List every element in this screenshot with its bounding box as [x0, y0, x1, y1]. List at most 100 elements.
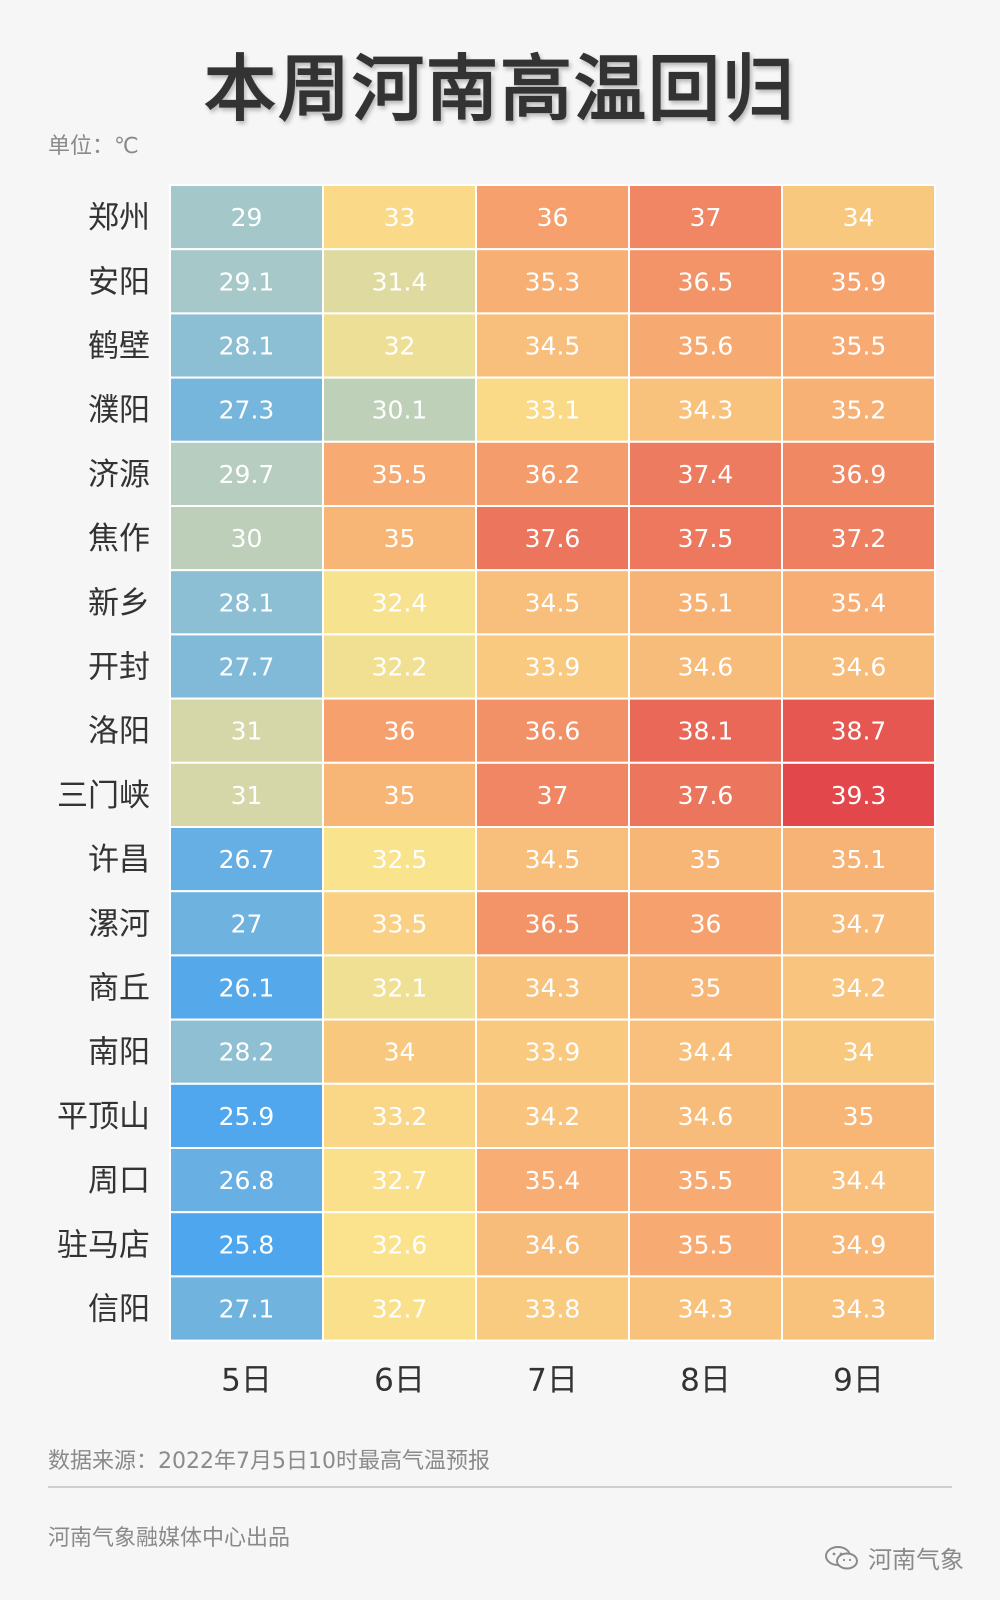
cell-value-label: 35: [690, 974, 722, 1003]
heatmap-cell: [781, 1275, 936, 1342]
cell-value-label: 34.3: [678, 396, 734, 425]
cell-value-label: 38.1: [678, 717, 734, 746]
cell-value-label: 33.5: [372, 909, 428, 938]
cell-value-label: 36.6: [525, 717, 581, 746]
cell-value-label: 33: [384, 203, 416, 232]
column-label: 9日: [833, 1363, 884, 1399]
cell-value-label: 35: [843, 1102, 875, 1131]
heatmap-cell: [169, 890, 324, 957]
cell-value-label: 35.6: [678, 332, 734, 361]
cell-value-label: 30: [231, 524, 263, 553]
heatmap-cell: [628, 440, 783, 507]
cell-value-label: 36.5: [525, 909, 581, 938]
row-label: 周口: [88, 1163, 150, 1199]
heatmap-cell: [169, 312, 324, 379]
wechat-icon: [825, 1545, 858, 1569]
cell-value-label: 34.3: [678, 1295, 734, 1324]
heatmap-cell: [781, 1147, 936, 1214]
cell-value-label: 32.1: [372, 974, 428, 1003]
heatmap-cell: [169, 1018, 324, 1085]
heatmap-cell: [781, 505, 936, 572]
row-label: 驻马店: [57, 1227, 150, 1263]
cell-value-label: 33.1: [525, 396, 581, 425]
cell-value-label: 32: [384, 332, 416, 361]
row-label: 安阳: [88, 264, 150, 300]
column-label: 6日: [374, 1363, 425, 1399]
cell-value-label: 35.1: [678, 588, 734, 617]
cell-value-label: 28.1: [219, 332, 275, 361]
cell-value-label: 34: [843, 203, 875, 232]
row-label: 商丘: [88, 971, 150, 1007]
cell-value-label: 35.1: [831, 845, 887, 874]
cell-value-label: 30.1: [372, 396, 428, 425]
cell-value-label: 31: [231, 717, 263, 746]
heatmap-cell: [322, 1018, 477, 1085]
heatmap-cell: [628, 1211, 783, 1278]
cell-value-label: 26.7: [219, 845, 275, 874]
cell-value-label: 27.3: [219, 396, 275, 425]
heatmap-cell: [169, 376, 324, 443]
cell-value-label: 32.5: [372, 845, 428, 874]
cell-value-label: 25.9: [219, 1102, 275, 1131]
cell-value-label: 34.3: [525, 974, 581, 1003]
data-source-note: 数据来源：2022年7月5日10时最高气温预报: [48, 1449, 490, 1474]
heatmap-cell: [628, 248, 783, 315]
cell-value-label: 39.3: [831, 781, 887, 810]
page-title: 本周河南高温回归: [203, 47, 796, 131]
heatmap-cell: [169, 440, 324, 507]
cell-value-label: 35.9: [831, 267, 887, 296]
temperature-heatmap: 郑州 29 33 36 37 34 安阳 29.1 31.4 35.3 36.5 35.9 鹤壁 28.1…: [57, 184, 936, 1399]
cell-value-label: 37: [537, 781, 569, 810]
heatmap-cell: [475, 312, 630, 379]
cell-value-label: 34.5: [525, 588, 581, 617]
heatmap-cell: [781, 954, 936, 1021]
cell-value-label: 34: [843, 1038, 875, 1067]
cell-value-label: 32.2: [372, 653, 428, 682]
cell-value-label: 34.6: [678, 653, 734, 682]
cell-value-label: 27.1: [219, 1295, 275, 1324]
cell-value-label: 35.4: [831, 588, 887, 617]
cell-value-label: 38.7: [831, 717, 887, 746]
cell-value-label: 34.2: [831, 974, 887, 1003]
heatmap-cell: [781, 440, 936, 507]
cell-value-label: 36: [384, 717, 416, 746]
cell-value-label: 28.1: [219, 588, 275, 617]
column-label: 5日: [221, 1363, 272, 1399]
heatmap-cell: [169, 248, 324, 315]
heatmap-cell: [475, 954, 630, 1021]
cell-value-label: 37.2: [831, 524, 887, 553]
heatmap-cell: [781, 826, 936, 893]
heatmap-cell: [628, 569, 783, 636]
heatmap-cell: [475, 890, 630, 957]
cell-value-label: 35.3: [525, 267, 581, 296]
cell-value-label: 34.9: [831, 1230, 887, 1259]
heatmap-cell: [322, 1082, 477, 1150]
cell-value-label: 36.9: [831, 460, 887, 489]
cell-value-label: 37: [690, 203, 722, 232]
heatmap-cell: [781, 376, 936, 443]
heatmap-cell: [322, 761, 477, 828]
heatmap-cell: [781, 761, 936, 828]
cell-value-label: 37.5: [678, 524, 734, 553]
cell-value-label: 29.1: [219, 267, 275, 296]
cell-value-label: 35.5: [678, 1166, 734, 1195]
heatmap-cell: [169, 954, 324, 1021]
row-label: 濮阳: [88, 393, 150, 429]
heatmap-cell: [781, 697, 936, 764]
heatmap-cell: [628, 376, 783, 443]
cell-value-label: 36.2: [525, 460, 581, 489]
heatmap-cell: [322, 1275, 477, 1342]
heatmap-cell: [322, 248, 477, 315]
cell-value-label: 37.6: [678, 781, 734, 810]
cell-value-label: 32.6: [372, 1230, 428, 1259]
heatmap-cell: [781, 312, 936, 379]
cell-value-label: 35.5: [678, 1230, 734, 1259]
cell-value-label: 26.1: [219, 974, 275, 1003]
row-label: 信阳: [88, 1292, 150, 1328]
heatmap-cell: [169, 1082, 324, 1150]
unit-label: 单位：℃: [48, 134, 139, 159]
cell-value-label: 35.5: [372, 460, 428, 489]
footer-divider: [48, 1486, 952, 1488]
cell-value-label: 32.7: [372, 1295, 428, 1324]
brand-signature[interactable]: 河南气象: [824, 1540, 964, 1575]
